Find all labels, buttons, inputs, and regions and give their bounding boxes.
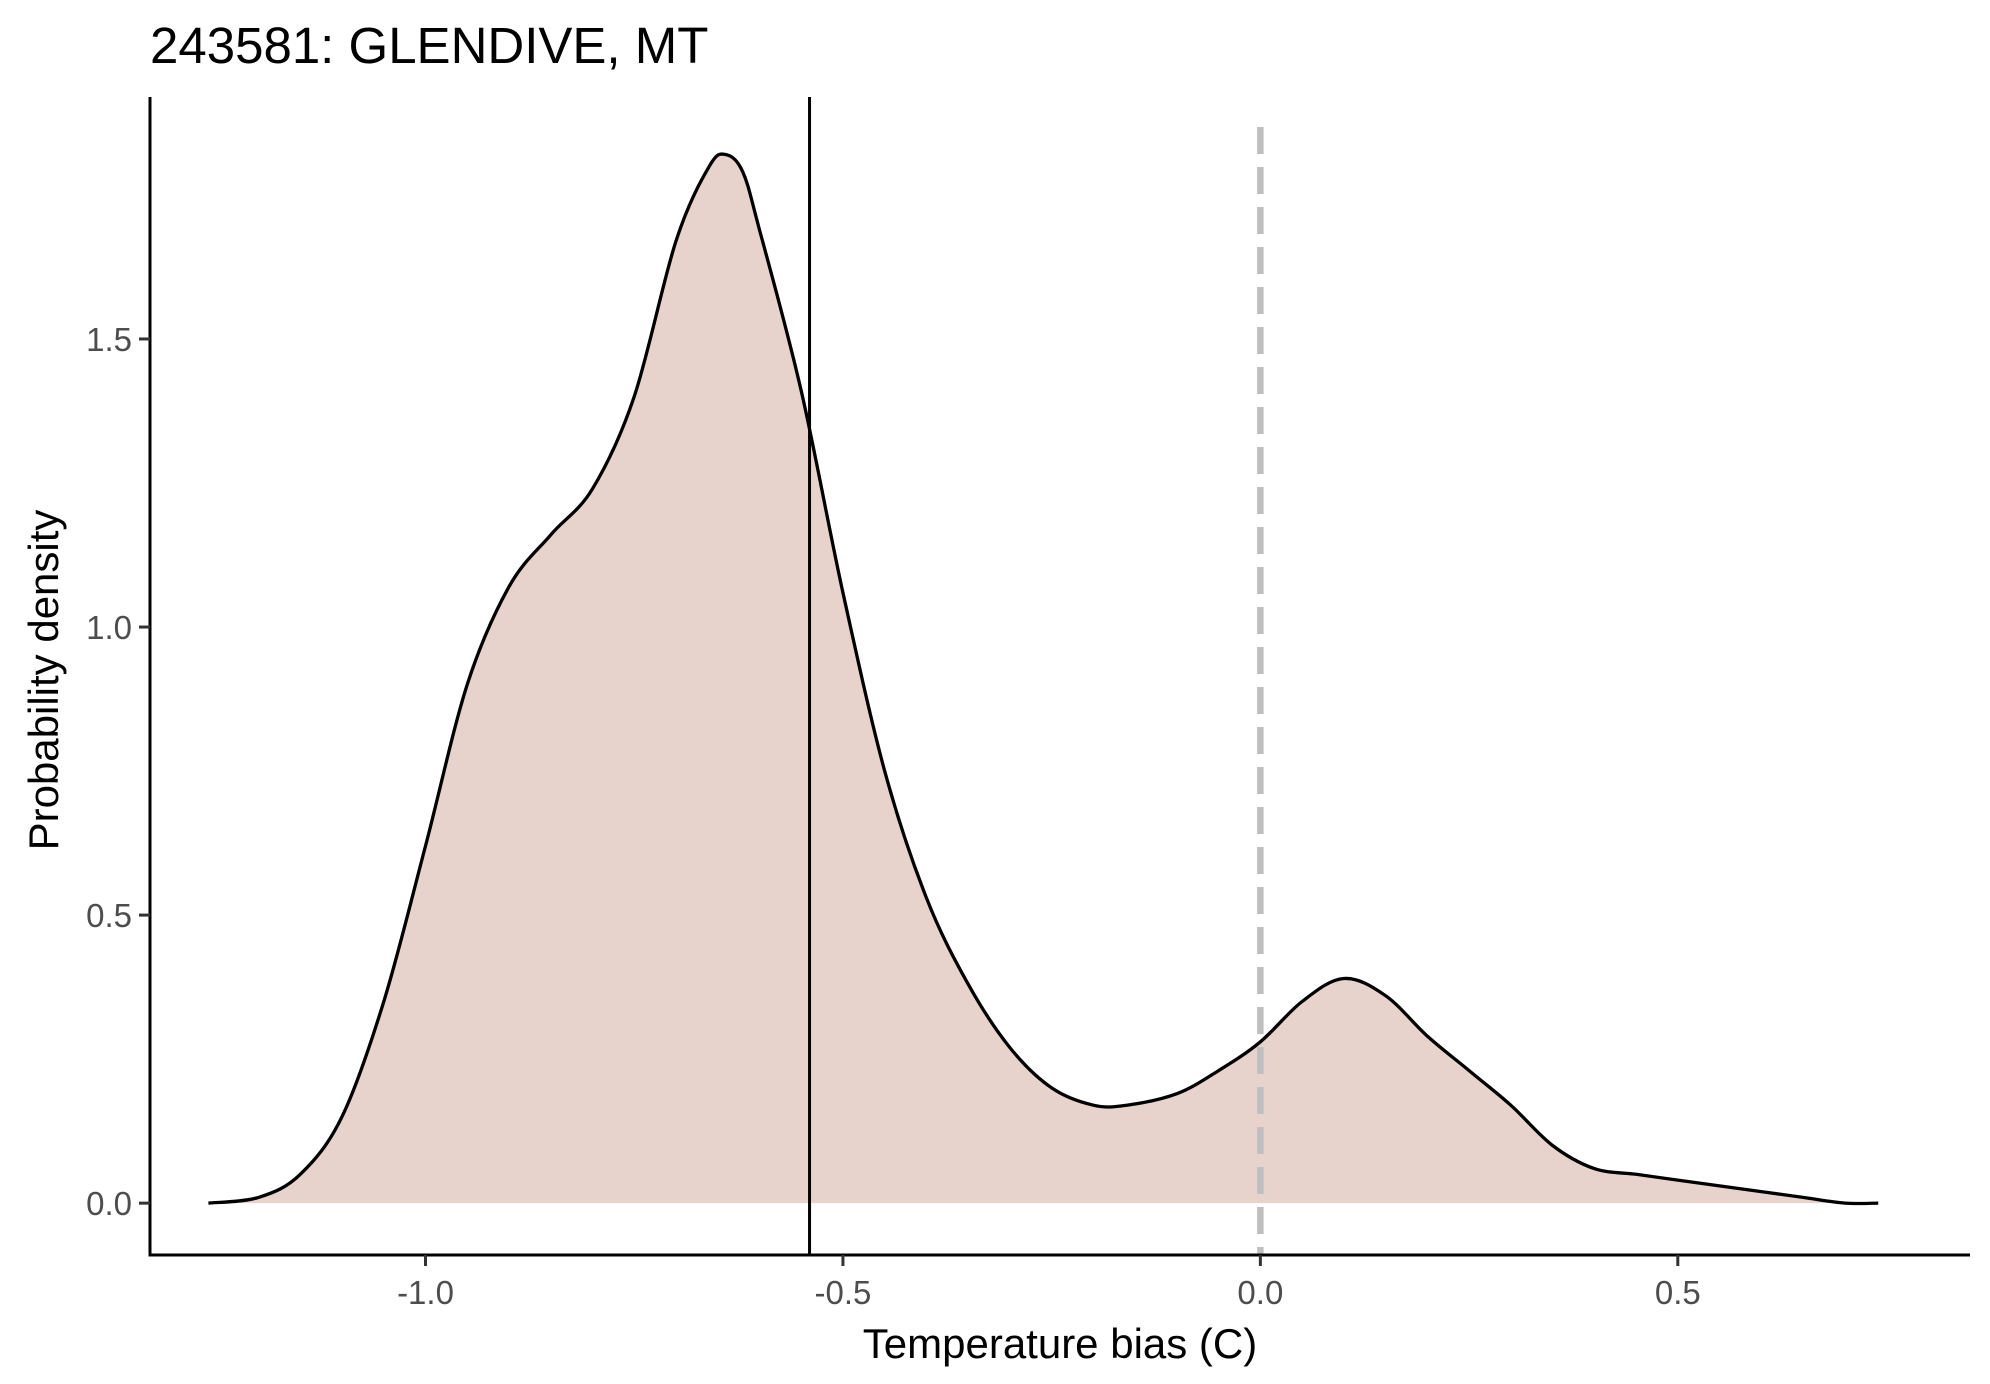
- density-curve: [208, 152, 1879, 1206]
- y-tick-label: 0.0: [86, 1185, 132, 1222]
- density-area: [208, 153, 1879, 1204]
- y-tick-label: 1.5: [86, 321, 132, 358]
- y-tick-label: 0.5: [86, 897, 132, 934]
- y-axis-ticks: 0.0 0.5 1.0 1.5: [86, 321, 150, 1222]
- x-axis-ticks: -1.0 -0.5 0.0 0.5: [397, 1255, 1701, 1311]
- y-axis-title: Probability density: [20, 510, 67, 851]
- x-tick-label: -0.5: [814, 1274, 871, 1311]
- chart-title: 243581: GLENDIVE, MT: [150, 17, 708, 74]
- x-axis-title: Temperature bias (C): [863, 1320, 1257, 1367]
- x-tick-label: 0.0: [1237, 1274, 1283, 1311]
- x-tick-label: -1.0: [397, 1274, 454, 1311]
- x-tick-label: 0.5: [1655, 1274, 1701, 1311]
- y-tick-label: 1.0: [86, 609, 132, 646]
